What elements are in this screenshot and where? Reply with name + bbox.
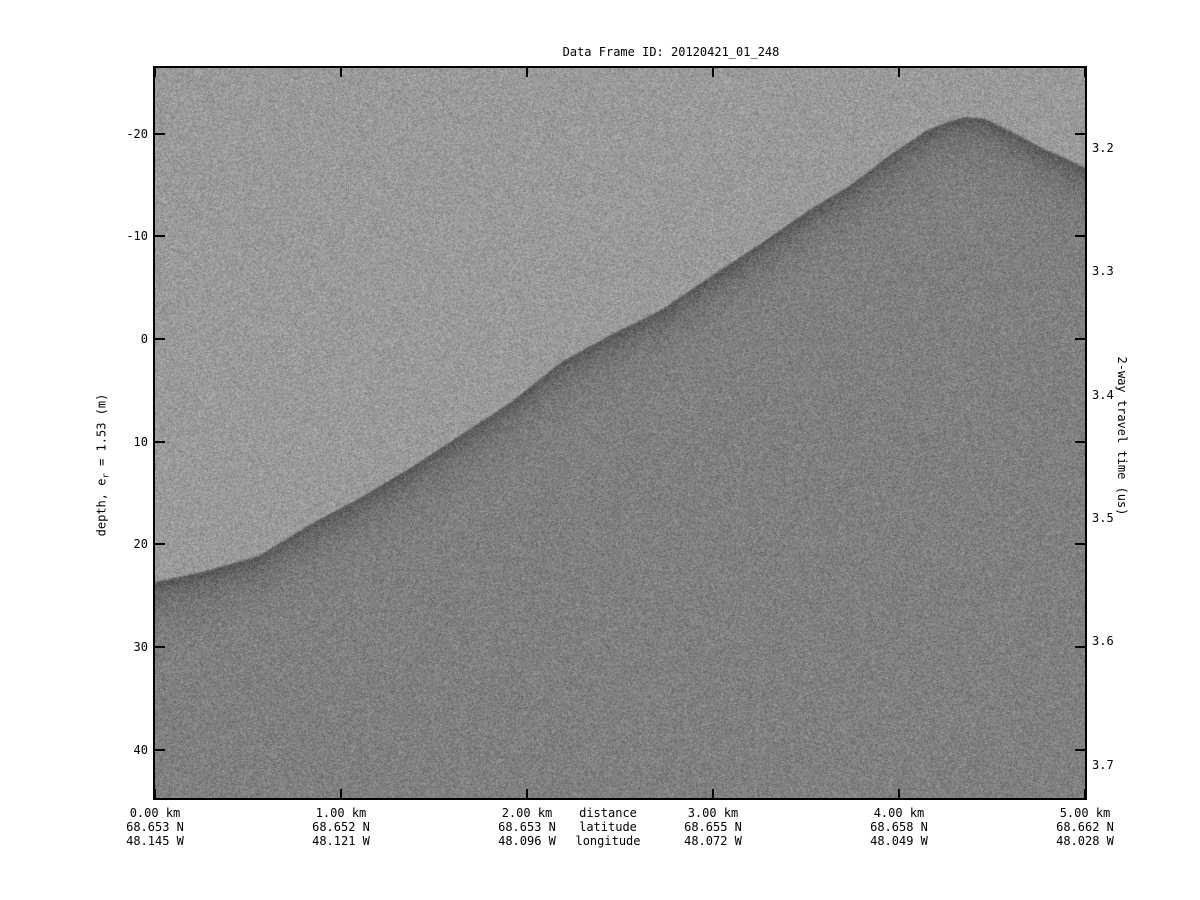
right-axis-tick-label: 3.7: [1092, 758, 1114, 772]
left-axis-tick-label: 40: [133, 743, 148, 757]
footer-column: 3.00 km 68.655 N 48.072 W: [663, 806, 763, 848]
footer-latitude-value: 68.662 N: [1056, 820, 1114, 834]
top-border-tick: [712, 68, 714, 77]
right-axis-tick-label: 3.6: [1092, 634, 1114, 648]
left-axis-tick-label: -20: [126, 127, 148, 141]
right-border-mirror-tick: [1075, 543, 1085, 545]
footer-column: 0.00 km 68.653 N 48.145 W: [105, 806, 205, 848]
footer-column: 5.00 km 68.662 N 48.028 W: [1035, 806, 1135, 848]
footer-longitude-value: 48.049 W: [870, 834, 928, 848]
footer-longitude-value: 48.121 W: [312, 834, 370, 848]
left-axis-tick-label: -10: [126, 229, 148, 243]
footer-row-headers: distance latitude longitude: [558, 806, 658, 848]
right-border-mirror-tick: [1075, 133, 1085, 135]
left-axis-tick: [155, 235, 165, 237]
footer-longitude-value: 48.145 W: [126, 834, 184, 848]
right-border-mirror-tick: [1075, 235, 1085, 237]
radargram-canvas: [155, 68, 1085, 798]
left-axis-tick-label: 0: [140, 332, 148, 346]
footer-distance-value: 2.00 km: [501, 806, 553, 820]
top-border-tick: [340, 68, 342, 77]
left-axis-tick-label: 20: [133, 537, 148, 551]
right-border-mirror-tick: [1075, 749, 1085, 751]
right-axis-label: 2-way travel time (us): [1115, 356, 1129, 516]
left-axis-label-subscript: r: [101, 473, 112, 479]
footer-column: 4.00 km 68.658 N 48.049 W: [849, 806, 949, 848]
left-axis-tick: [155, 646, 165, 648]
top-border-tick: [898, 68, 900, 77]
footer-distance-value: 4.00 km: [873, 806, 925, 820]
left-axis-tick-label: 30: [133, 640, 148, 654]
right-border-mirror-tick: [1075, 441, 1085, 443]
footer-distance-value: 3.00 km: [687, 806, 739, 820]
footer-latitude-value: 68.653 N: [498, 820, 556, 834]
footer-longitude-value: 48.072 W: [684, 834, 742, 848]
left-axis-tick: [155, 338, 165, 340]
left-axis-label-prefix: depth, e: [94, 478, 109, 537]
right-axis-tick-label: 3.4: [1092, 388, 1114, 402]
footer-distance-value: 1.00 km: [315, 806, 367, 820]
left-axis-tick-label: 10: [133, 435, 148, 449]
footer-column: 2.00 km 68.653 N 48.096 W: [477, 806, 577, 848]
bottom-axis-tick: [712, 789, 714, 798]
footer-row-header: latitude: [579, 820, 637, 834]
footer-column: 1.00 km 68.652 N 48.121 W: [291, 806, 391, 848]
footer-row-header: longitude: [575, 834, 641, 848]
footer-latitude-value: 68.655 N: [684, 820, 742, 834]
left-axis-tick: [155, 749, 165, 751]
left-axis-tick: [155, 133, 165, 135]
bottom-axis-tick: [154, 789, 156, 798]
left-axis-tick: [155, 441, 165, 443]
right-border-mirror-tick: [1075, 646, 1085, 648]
left-axis-label: depth, er = 1.53 (m): [94, 394, 113, 537]
bottom-axis-tick: [1084, 789, 1086, 798]
footer-row-header: distance: [579, 806, 637, 820]
right-axis-tick-label: 3.2: [1092, 141, 1114, 155]
left-axis-label-suffix: = 1.53 (m): [94, 393, 109, 474]
right-axis-tick-label: 3.3: [1092, 264, 1114, 278]
left-axis-tick: [155, 543, 165, 545]
bottom-axis-tick: [526, 789, 528, 798]
right-border-mirror-tick: [1075, 338, 1085, 340]
footer-distance-value: 0.00 km: [129, 806, 181, 820]
top-border-tick: [1084, 68, 1086, 77]
footer-longitude-value: 48.096 W: [498, 834, 556, 848]
bottom-axis-tick: [898, 789, 900, 798]
footer-longitude-value: 48.028 W: [1056, 834, 1114, 848]
page-title: Data Frame ID: 20120421_01_248: [562, 45, 780, 59]
right-axis-tick-label: 3.5: [1092, 511, 1114, 525]
top-border-tick: [526, 68, 528, 77]
footer-distance-value: 5.00 km: [1059, 806, 1111, 820]
bottom-axis-tick: [340, 789, 342, 798]
footer-latitude-value: 68.653 N: [126, 820, 184, 834]
footer-latitude-value: 68.658 N: [870, 820, 928, 834]
footer-latitude-value: 68.652 N: [312, 820, 370, 834]
top-border-tick: [154, 68, 156, 77]
